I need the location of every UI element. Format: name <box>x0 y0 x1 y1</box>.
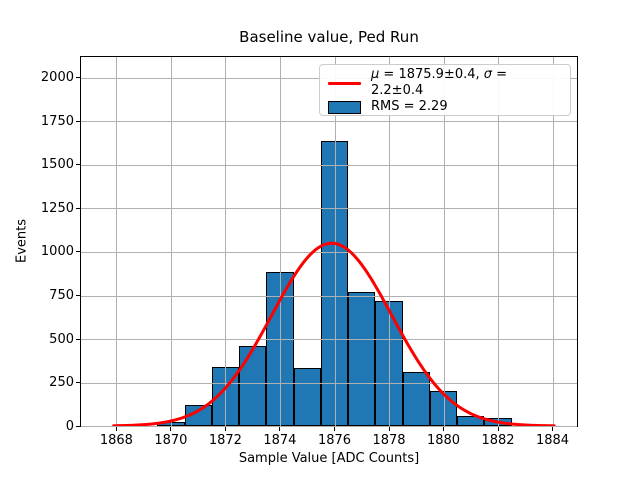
y-tick <box>76 382 80 383</box>
y-tick-label: 250 <box>49 375 74 390</box>
y-tick-label: 2000 <box>40 70 74 86</box>
x-tick-label: 1878 <box>372 433 406 448</box>
y-gridline <box>81 208 577 210</box>
y-tick <box>76 295 80 296</box>
x-gridline <box>225 57 227 426</box>
x-gridline <box>170 57 172 426</box>
plot-area: μ = 1875.9±0.4, σ = 2.2±0.4 RMS = 2.29 <box>80 56 578 427</box>
y-tick-label: 500 <box>49 331 74 347</box>
x-tick-label: 1880 <box>426 433 461 448</box>
x-axis-label: Sample Value [ADC Counts] <box>238 451 420 466</box>
x-tick <box>497 427 499 431</box>
y-gridline <box>81 295 577 297</box>
x-tick-label: 1868 <box>99 433 133 448</box>
y-tick-label: 1250 <box>40 200 74 216</box>
legend-entry-fit: μ = 1875.9±0.4, σ = 2.2±0.4 <box>328 67 562 99</box>
x-gridline <box>389 57 390 426</box>
y-tick <box>76 338 80 340</box>
x-tick <box>388 427 390 431</box>
y-gridline <box>81 251 577 253</box>
legend: μ = 1875.9±0.4, σ = 2.2±0.4 RMS = 2.29 <box>319 64 571 116</box>
sigma-symbol: σ <box>483 67 493 82</box>
y-gridline <box>81 339 577 340</box>
y-gridline <box>81 121 577 123</box>
x-tick <box>552 427 553 431</box>
y-gridline <box>81 426 577 427</box>
y-tick <box>76 425 80 427</box>
x-tick <box>115 427 117 431</box>
x-tick-label: 1884 <box>535 433 570 448</box>
y-tick <box>76 120 80 122</box>
y-gridline <box>81 382 577 384</box>
x-gridline <box>498 57 499 426</box>
x-tick <box>334 427 335 431</box>
x-tick <box>279 427 281 431</box>
y-tick-label: 750 <box>49 288 74 303</box>
y-tick <box>76 207 80 209</box>
y-tick <box>76 164 80 166</box>
x-tick <box>170 427 172 431</box>
x-tick <box>443 427 444 431</box>
x-tick-label: 1870 <box>154 433 188 448</box>
x-gridline <box>334 57 336 426</box>
legend-entry-rms: RMS = 2.29 <box>328 99 562 115</box>
x-gridline <box>443 57 445 426</box>
y-tick-label: 1000 <box>40 244 74 260</box>
y-tick <box>76 251 80 253</box>
legend-patch-swatch <box>328 100 361 114</box>
legend-rms-label: RMS = 2.29 <box>371 99 448 114</box>
x-tick <box>224 427 226 431</box>
legend-fit-label: μ = 1875.9±0.4, σ = 2.2±0.4 <box>371 67 562 99</box>
chart-title: Baseline value, Ped Run <box>239 28 419 46</box>
legend-line-swatch <box>328 81 361 85</box>
y-tick <box>76 77 80 79</box>
x-gridline <box>116 57 118 426</box>
x-tick-label: 1872 <box>208 433 242 448</box>
x-tick-label: 1876 <box>317 433 352 448</box>
mu-value: = 1875.9±0.4, <box>379 67 484 82</box>
y-gridline <box>81 164 577 166</box>
y-tick-label: 1500 <box>40 157 74 173</box>
sigma-value: = 2.2±0.4 <box>371 67 508 98</box>
y-tick-label: 1750 <box>40 113 74 129</box>
x-gridline <box>279 57 281 426</box>
mu-symbol: μ <box>371 67 380 82</box>
x-gridline <box>552 57 554 426</box>
x-tick-label: 1882 <box>481 433 515 448</box>
x-tick-label: 1874 <box>263 433 297 448</box>
y-tick-label: 0 <box>65 418 74 434</box>
